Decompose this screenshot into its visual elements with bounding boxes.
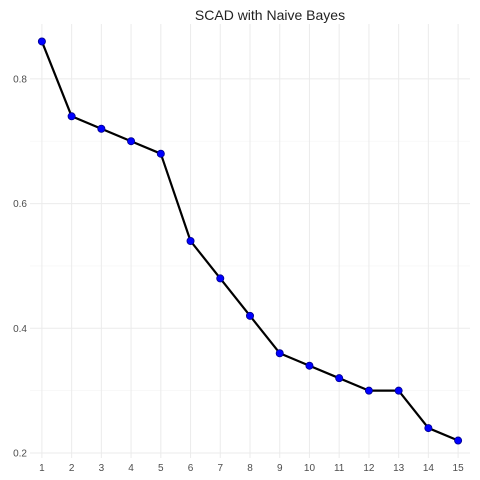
y-tick-label: 0.6	[13, 199, 27, 210]
chart-title: SCAD with Naive Bayes	[195, 7, 345, 23]
y-tick-label: 0.8	[13, 74, 27, 85]
x-tick-label: 10	[304, 463, 316, 474]
data-point	[127, 137, 136, 146]
data-point	[454, 436, 463, 445]
data-point	[335, 374, 344, 383]
data-point	[424, 424, 433, 433]
x-tick-label: 5	[158, 463, 164, 474]
axis-tick-labels: 0.20.40.60.81 2 3 4 5 6 7 8 9 10 11 12 13 14 15	[13, 74, 464, 474]
x-tick-label: 6	[188, 463, 194, 474]
data-point	[275, 349, 284, 358]
x-tick-label: 11	[334, 463, 345, 474]
data-point	[245, 311, 254, 320]
series-layer	[37, 37, 463, 445]
data-point	[216, 274, 225, 283]
data-point	[186, 236, 195, 245]
x-tick-label: 14	[423, 463, 435, 474]
y-tick-label: 0.4	[13, 324, 27, 335]
x-tick-label: 8	[247, 463, 253, 474]
x-tick-label: 7	[217, 463, 223, 474]
data-point	[305, 361, 314, 370]
data-point	[364, 386, 373, 395]
x-tick-label: 15	[453, 463, 465, 474]
data-point	[97, 124, 106, 133]
data-point	[394, 386, 403, 395]
x-tick-label: 13	[393, 463, 405, 474]
x-tick-label: 2	[69, 463, 75, 474]
x-tick-label: 1	[39, 463, 45, 474]
x-tick-label: 9	[277, 463, 283, 474]
x-tick-label: 3	[99, 463, 105, 474]
grid-layer	[30, 24, 470, 458]
x-tick-label: 4	[128, 463, 134, 474]
data-point	[156, 149, 165, 158]
data-point	[67, 112, 76, 121]
data-point	[37, 37, 46, 46]
y-tick-label: 0.2	[13, 449, 27, 460]
x-tick-label: 12	[363, 463, 375, 474]
